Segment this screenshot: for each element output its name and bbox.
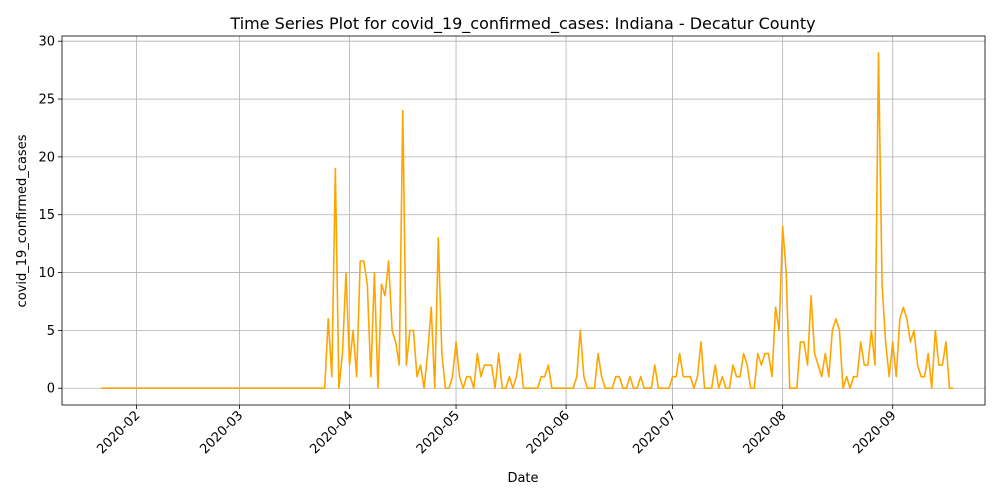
y-tick-label: 5	[47, 324, 55, 339]
x-tick-label: 2020-08	[740, 408, 789, 457]
y-tick-label: 30	[38, 35, 55, 50]
series-line	[101, 51, 954, 390]
plot-frame	[61, 35, 986, 406]
x-tick-label: 2020-03	[197, 408, 246, 457]
y-tick-label: 15	[38, 208, 55, 223]
chart-title: Time Series Plot for covid_19_confirmed_…	[229, 14, 815, 34]
x-tick-label: 2020-02	[94, 408, 143, 457]
y-tick-label: 20	[38, 150, 55, 165]
y-axis: 0 5 10 15 20 25 30	[38, 35, 62, 397]
y-tick-label: 10	[38, 266, 55, 281]
x-tick-label: 2020-09	[851, 408, 900, 457]
x-axis-label: Date	[507, 471, 538, 486]
x-tick-label: 2020-05	[414, 408, 463, 457]
y-axis-label: covid_19_confirmed_cases	[15, 134, 30, 307]
y-tick-label: 0	[47, 382, 55, 397]
y-tick-label: 25	[38, 93, 55, 108]
x-tick-label: 2020-07	[630, 408, 679, 457]
x-tick-label: 2020-04	[307, 408, 356, 457]
x-tick-label: 2020-06	[524, 408, 573, 457]
grid	[62, 36, 985, 405]
x-axis: 2020-02 2020-03 2020-04 2020-05 2020-06 2020-…	[94, 405, 900, 457]
